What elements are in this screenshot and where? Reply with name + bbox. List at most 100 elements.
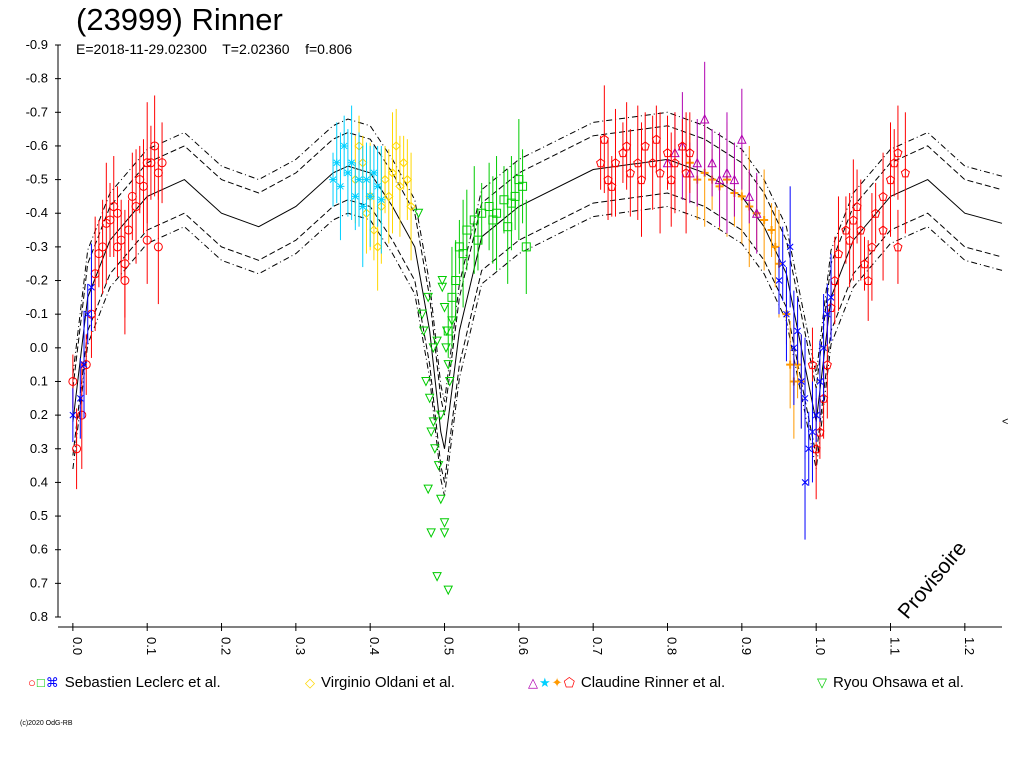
data-point bbox=[441, 326, 452, 337]
data-point bbox=[362, 175, 371, 184]
data-point bbox=[423, 292, 433, 303]
data-point bbox=[120, 276, 130, 286]
x-tick-label: 1.1 bbox=[888, 637, 903, 655]
data-point bbox=[827, 293, 835, 301]
data-point bbox=[435, 494, 446, 505]
x-tick-label: 0.1 bbox=[144, 637, 159, 655]
data-point bbox=[361, 208, 372, 218]
y-tick-label: -0.6 bbox=[26, 138, 48, 153]
data-point bbox=[856, 225, 866, 235]
legend-marker-icon: ◇ bbox=[305, 675, 315, 690]
data-point bbox=[439, 518, 450, 528]
legend-item: △ ★ ✦ ⬠ Claudine Rinner et al. bbox=[528, 674, 725, 691]
data-point bbox=[458, 249, 468, 259]
data-point bbox=[433, 461, 444, 471]
y-tick-label: -0.4 bbox=[26, 205, 48, 220]
data-point bbox=[823, 310, 831, 318]
data-point bbox=[417, 309, 428, 320]
data-point bbox=[812, 411, 820, 419]
data-point bbox=[801, 394, 809, 402]
data-point bbox=[355, 175, 364, 184]
data-series bbox=[596, 85, 910, 500]
model-band-lower bbox=[72, 205, 1003, 497]
data-point bbox=[692, 157, 703, 168]
data-point bbox=[820, 344, 827, 352]
y-tick-label: 0.5 bbox=[30, 508, 48, 523]
data-point bbox=[833, 248, 844, 259]
data-point bbox=[76, 394, 84, 402]
data-point bbox=[402, 174, 413, 185]
legend-symbols: ○ □ ⌘ bbox=[28, 676, 59, 689]
data-point bbox=[801, 479, 809, 486]
data-point bbox=[737, 134, 747, 144]
legend-marker-icon: ○ bbox=[28, 675, 36, 690]
data-point bbox=[336, 182, 345, 191]
data-point bbox=[428, 343, 439, 353]
legend-label: Ryou Ohsawa et al. bbox=[833, 674, 964, 691]
data-point bbox=[153, 242, 163, 252]
data-series bbox=[329, 105, 386, 268]
data-point bbox=[443, 585, 454, 596]
data-point bbox=[518, 181, 528, 191]
data-point bbox=[430, 444, 440, 454]
data-point bbox=[790, 344, 798, 352]
data-point bbox=[503, 222, 513, 232]
y-tick-label: 0.8 bbox=[30, 609, 48, 624]
data-point bbox=[369, 168, 378, 177]
data-point bbox=[681, 168, 691, 178]
model-band-upper bbox=[72, 111, 1003, 402]
y-tick-label: -0.9 bbox=[26, 37, 48, 52]
data-point bbox=[68, 376, 78, 386]
x-tick-label: 1.2 bbox=[962, 637, 977, 655]
data-point bbox=[432, 572, 442, 582]
x-tick-label: 0.3 bbox=[293, 637, 308, 655]
y-tick-label: 0.2 bbox=[30, 407, 48, 422]
data-point bbox=[786, 243, 794, 251]
data-series bbox=[443, 119, 531, 358]
data-point bbox=[369, 225, 379, 235]
legend-marker-icon: △ bbox=[528, 675, 538, 690]
legend-label: Virginio Oldani et al. bbox=[321, 674, 455, 691]
data-point bbox=[77, 410, 87, 420]
data-point bbox=[437, 282, 448, 293]
y-tick-label: 0.0 bbox=[30, 340, 48, 355]
y-tick-label: 0.1 bbox=[30, 373, 48, 388]
data-point bbox=[418, 326, 429, 337]
data-point bbox=[521, 242, 531, 252]
data-point bbox=[413, 208, 424, 219]
data-point bbox=[441, 343, 451, 353]
data-point bbox=[391, 141, 401, 151]
data-point bbox=[395, 181, 405, 192]
data-point bbox=[488, 215, 498, 225]
data-point bbox=[329, 175, 338, 184]
legend-item: ◇ Virginio Oldani et al. bbox=[305, 674, 455, 691]
data-points bbox=[68, 61, 910, 596]
copyright-text: (c)2020 OdG-RB bbox=[20, 720, 73, 727]
data-point bbox=[807, 360, 818, 370]
y-tick-label: -0.1 bbox=[26, 306, 48, 321]
data-point bbox=[805, 445, 813, 453]
data-point bbox=[729, 174, 740, 185]
data-point bbox=[366, 192, 375, 201]
data-point bbox=[794, 327, 801, 335]
legend-label: Claudine Rinner et al. bbox=[580, 674, 726, 691]
data-point bbox=[443, 360, 454, 370]
legend-label: Sebastien Leclerc et al. bbox=[64, 674, 221, 691]
legend-marker-icon: ★ bbox=[539, 675, 551, 690]
data-point bbox=[900, 168, 910, 178]
y-tick-label: 0.6 bbox=[30, 542, 48, 557]
data-point bbox=[80, 361, 88, 369]
model-band-upper bbox=[72, 125, 1003, 416]
data-point bbox=[473, 235, 483, 245]
y-tick-label: 0.3 bbox=[30, 441, 48, 456]
edge-marker: < bbox=[1002, 416, 1009, 428]
data-point bbox=[699, 113, 710, 124]
x-tick-label: 0.2 bbox=[219, 637, 234, 655]
data-series bbox=[413, 208, 457, 596]
data-point bbox=[426, 427, 436, 438]
y-tick-label: 0.4 bbox=[30, 474, 48, 489]
data-point bbox=[142, 235, 152, 245]
data-point bbox=[867, 242, 877, 252]
data-point bbox=[428, 417, 439, 427]
data-point bbox=[157, 158, 167, 168]
